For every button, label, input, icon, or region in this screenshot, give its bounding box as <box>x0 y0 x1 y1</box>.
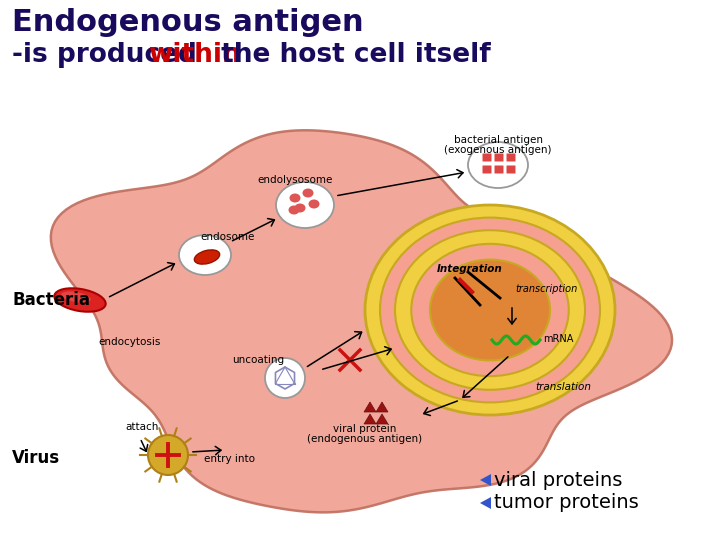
Text: tumor proteins: tumor proteins <box>494 494 639 512</box>
FancyBboxPatch shape <box>495 165 503 173</box>
Ellipse shape <box>61 292 91 302</box>
Ellipse shape <box>294 204 305 213</box>
Text: attach: attach <box>125 422 158 432</box>
FancyBboxPatch shape <box>495 153 503 161</box>
Ellipse shape <box>411 244 569 376</box>
Text: viral protein: viral protein <box>333 424 397 434</box>
Ellipse shape <box>468 142 528 188</box>
Text: (exogenous antigen): (exogenous antigen) <box>444 145 552 155</box>
Polygon shape <box>376 402 388 412</box>
Ellipse shape <box>289 206 300 214</box>
Circle shape <box>148 435 188 475</box>
Text: uncoating: uncoating <box>232 355 284 365</box>
Ellipse shape <box>179 235 231 275</box>
Text: Integration: Integration <box>437 264 503 274</box>
Ellipse shape <box>302 188 313 198</box>
Text: endosome: endosome <box>200 232 254 242</box>
Text: Endogenous antigen: Endogenous antigen <box>12 8 364 37</box>
Ellipse shape <box>276 182 334 228</box>
Polygon shape <box>364 414 376 424</box>
Polygon shape <box>364 402 376 412</box>
FancyBboxPatch shape <box>506 153 516 161</box>
Text: endocytosis: endocytosis <box>99 337 161 347</box>
Text: Bacteria: Bacteria <box>12 291 90 309</box>
Text: -is produced: -is produced <box>12 42 206 68</box>
Text: mRNA: mRNA <box>543 334 573 344</box>
Text: translation: translation <box>535 382 591 392</box>
Polygon shape <box>480 497 491 509</box>
Text: endolysosome: endolysosome <box>257 175 333 185</box>
Text: bacterial antigen: bacterial antigen <box>454 135 542 145</box>
Ellipse shape <box>380 218 600 402</box>
Text: (endogenous antigen): (endogenous antigen) <box>307 434 423 444</box>
Ellipse shape <box>430 260 550 360</box>
Circle shape <box>265 358 305 398</box>
Text: within: within <box>148 42 241 68</box>
Ellipse shape <box>54 288 106 312</box>
Polygon shape <box>376 414 388 424</box>
Text: the host cell itself: the host cell itself <box>212 42 490 68</box>
PathPatch shape <box>51 130 672 512</box>
FancyBboxPatch shape <box>506 165 516 173</box>
FancyBboxPatch shape <box>482 153 492 161</box>
Ellipse shape <box>308 199 320 208</box>
Polygon shape <box>480 474 491 486</box>
Text: entry into: entry into <box>204 454 256 464</box>
Text: Virus: Virus <box>12 449 60 467</box>
Text: viral proteins: viral proteins <box>494 470 622 489</box>
Ellipse shape <box>395 230 585 390</box>
Ellipse shape <box>365 205 615 415</box>
Ellipse shape <box>289 193 300 202</box>
Text: transcription: transcription <box>515 284 577 294</box>
FancyBboxPatch shape <box>482 165 492 173</box>
Ellipse shape <box>194 250 220 264</box>
